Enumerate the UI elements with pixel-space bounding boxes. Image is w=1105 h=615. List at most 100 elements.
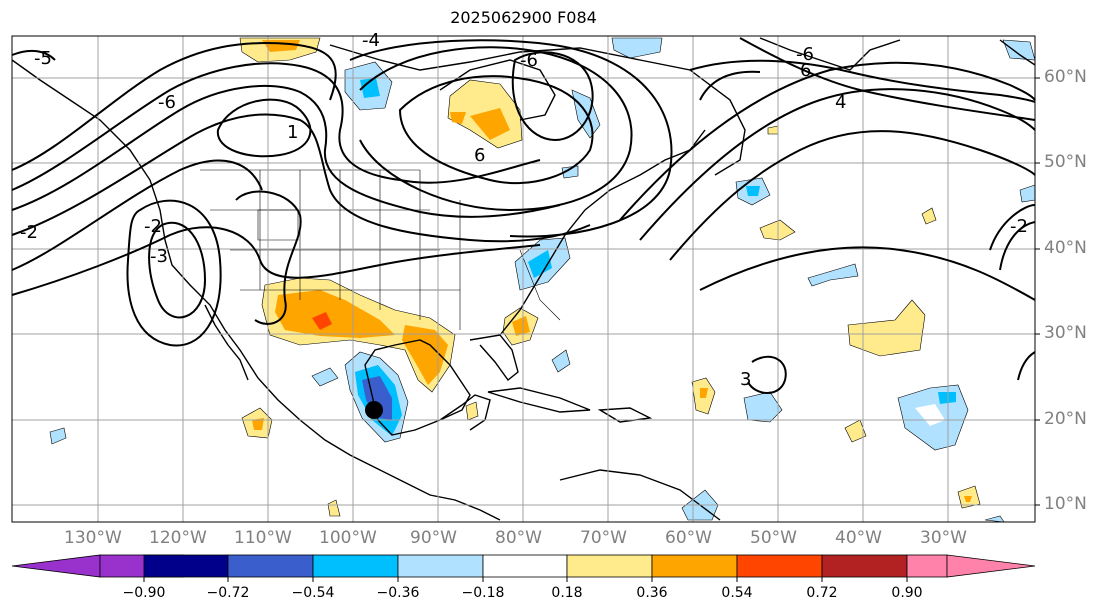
colorbar-tick-label: −0.90 — [122, 585, 166, 601]
colorbar-segment — [906, 554, 948, 578]
anomaly-area — [311, 367, 339, 387]
contour-label: 3 — [740, 369, 751, 390]
state-borders — [200, 169, 561, 330]
coastline-southamerica — [559, 469, 721, 521]
lon-label: 60°W — [665, 528, 712, 548]
anomaly-area — [938, 392, 956, 404]
contour-line — [669, 130, 1036, 261]
contour-lines — [11, 37, 1036, 394]
colorbar-segment — [143, 554, 229, 578]
colorbar-tick-label: −0.72 — [206, 585, 250, 601]
colorbar-segment — [312, 554, 399, 578]
anomaly-area — [360, 78, 380, 98]
colorbar-ticks — [143, 577, 908, 582]
coastline-hispaniola — [597, 407, 653, 423]
anomaly-area — [470, 108, 510, 140]
lon-label: 120°W — [149, 528, 207, 548]
contour-line — [11, 62, 541, 191]
anomaly-area — [450, 112, 466, 124]
colorbar-tick-label: 0.18 — [551, 585, 583, 601]
coastlines — [11, 37, 1036, 521]
contour-label: -5 — [34, 48, 52, 69]
anomaly-area — [512, 316, 530, 336]
contour-line — [11, 226, 541, 296]
contour-label: -6 — [158, 92, 176, 113]
lat-label: 30°N — [1044, 323, 1087, 343]
coastline-atlantic — [499, 129, 706, 336]
contour-line — [11, 113, 591, 243]
contour-label: -2 — [144, 216, 162, 237]
coastline-north — [329, 44, 746, 176]
storm-center-marker — [365, 401, 383, 419]
contour-label: -6 — [796, 44, 814, 65]
contour-line — [11, 85, 561, 218]
anomaly-area — [49, 427, 67, 445]
anomaly-area — [551, 349, 571, 373]
contour-line — [511, 51, 594, 142]
contour-label: -4 — [362, 30, 380, 51]
colorbar-segment — [11, 554, 101, 578]
anomaly-area — [528, 250, 552, 278]
anomaly-area — [312, 312, 332, 330]
colorbar-tick-label: 0.36 — [636, 585, 668, 601]
lon-label: 110°W — [234, 528, 292, 548]
contour-label: 6 — [800, 60, 811, 81]
contour-line — [11, 159, 263, 271]
colorbar — [11, 554, 1036, 578]
colorbar-segment — [946, 554, 1036, 578]
contour-label: -3 — [150, 246, 168, 267]
lon-label: 100°W — [319, 528, 377, 548]
contour-line — [349, 39, 673, 238]
contour-line — [699, 246, 1036, 301]
anomaly-area — [327, 499, 341, 517]
anomaly-area — [964, 496, 972, 502]
colorbar-tick-label: 0.90 — [891, 585, 923, 601]
contour-line — [619, 61, 1036, 221]
contour-line — [235, 190, 302, 325]
colorbar-tick-label: −0.18 — [461, 585, 505, 601]
colorbar-segment — [566, 554, 653, 578]
coastline-europe — [999, 39, 1036, 66]
contour-line — [999, 221, 1036, 271]
anomaly-area — [402, 325, 448, 385]
contour-line — [398, 75, 594, 185]
map-frame — [11, 35, 1036, 523]
anomaly-area — [921, 207, 937, 225]
contour-line — [689, 59, 1036, 103]
anomaly-area — [844, 419, 867, 443]
anomaly-area — [847, 299, 926, 357]
coastline-baja — [204, 304, 249, 381]
lon-label: 130°W — [64, 528, 122, 548]
contour-label: 6 — [474, 145, 485, 166]
coastline-cuba — [487, 387, 591, 413]
coastline-pacific — [11, 59, 501, 521]
colorbar-tick-label: 0.54 — [721, 585, 753, 601]
colorbar-segment — [482, 554, 568, 578]
lon-label: 30°W — [920, 528, 967, 548]
contour-line — [989, 204, 1036, 251]
lat-label: 20°N — [1044, 409, 1087, 429]
colorbar-tick-label: −0.36 — [376, 585, 420, 601]
contour-line — [11, 42, 337, 171]
lon-label: 70°W — [580, 528, 627, 548]
contour-line — [359, 46, 633, 212]
contour-line — [1017, 351, 1036, 381]
contour-line — [11, 49, 56, 61]
contour-label-group: 1 6 -4 -6 -5 -2 -3 -6 -6 -2 3 6 4 -2 — [20, 30, 1028, 390]
contour-label: -2 — [20, 222, 38, 243]
contour-line — [747, 355, 787, 394]
contour-label: -2 — [1010, 216, 1028, 237]
anomaly-area — [465, 401, 479, 421]
lon-label: 50°W — [750, 528, 797, 548]
contour-label: -6 — [520, 50, 538, 71]
anomaly-area — [611, 37, 663, 59]
contour-line — [148, 222, 207, 319]
colorbar-segment — [821, 554, 908, 578]
lat-label: 60°N — [1044, 67, 1087, 87]
map-title: 2025062900 F084 — [450, 8, 597, 27]
anomaly-area — [252, 418, 264, 430]
anomaly-area — [746, 186, 760, 196]
contour-label: 4 — [835, 92, 846, 113]
coastline-greenland — [759, 37, 901, 71]
contour-line — [126, 199, 222, 347]
